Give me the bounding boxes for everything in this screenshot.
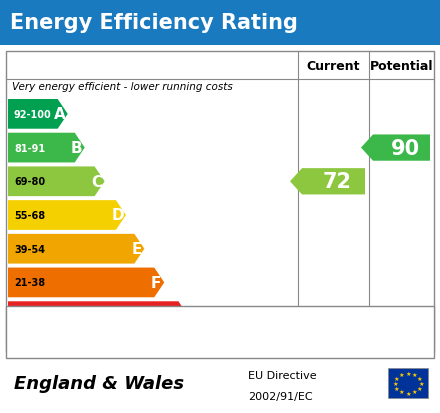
Text: 72: 72 [323, 172, 352, 192]
Polygon shape [8, 100, 68, 129]
Text: ★: ★ [399, 372, 404, 377]
Text: 55-68: 55-68 [14, 211, 45, 221]
Text: EU Directive: EU Directive [248, 370, 317, 380]
Text: Current: Current [307, 59, 360, 72]
Text: ★: ★ [392, 380, 398, 386]
Polygon shape [8, 268, 164, 297]
Text: ★: ★ [418, 380, 424, 386]
Text: B: B [71, 141, 83, 156]
Text: D: D [112, 208, 124, 223]
Text: ★: ★ [399, 389, 404, 394]
Text: ★: ★ [412, 389, 417, 394]
Text: A: A [54, 107, 66, 122]
Text: ★: ★ [394, 386, 400, 391]
Text: F: F [151, 275, 161, 290]
Text: 2002/91/EC: 2002/91/EC [248, 391, 313, 401]
Text: 69-80: 69-80 [14, 177, 45, 187]
Polygon shape [8, 167, 105, 197]
Polygon shape [8, 234, 144, 264]
Text: 21-38: 21-38 [14, 278, 45, 288]
Text: 92-100: 92-100 [14, 109, 52, 120]
Bar [6, 306, 434, 358]
Text: G: G [174, 309, 187, 324]
Text: Not energy efficient - higher running costs: Not energy efficient - higher running co… [12, 337, 233, 347]
Bar [388, 368, 428, 398]
Text: 90: 90 [391, 138, 420, 158]
Polygon shape [8, 201, 126, 230]
Text: 39-54: 39-54 [14, 244, 45, 254]
Bar [0, 0, 440, 46]
Text: E: E [131, 242, 142, 256]
Polygon shape [290, 169, 365, 195]
Text: Potential: Potential [370, 59, 433, 72]
Text: England & Wales: England & Wales [14, 374, 184, 392]
Text: ★: ★ [405, 391, 411, 396]
Polygon shape [8, 133, 85, 163]
Polygon shape [361, 135, 430, 161]
Text: ★: ★ [412, 372, 417, 377]
Text: ★: ★ [416, 375, 422, 380]
Text: 1-20: 1-20 [14, 311, 38, 321]
Text: C: C [91, 174, 102, 189]
Text: 81-91: 81-91 [14, 143, 45, 153]
Polygon shape [8, 301, 188, 331]
Text: ★: ★ [405, 370, 411, 375]
Text: ★: ★ [416, 386, 422, 391]
Bar [6, 52, 434, 351]
Text: ★: ★ [394, 375, 400, 380]
Text: Very energy efficient - lower running costs: Very energy efficient - lower running co… [12, 82, 233, 92]
Text: Energy Efficiency Rating: Energy Efficiency Rating [10, 13, 298, 33]
